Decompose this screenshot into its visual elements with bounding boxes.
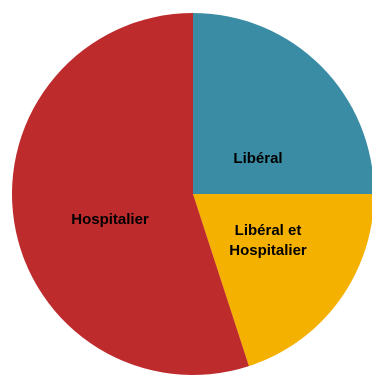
pie-slice-label-1: Libéral [233,150,282,167]
pie-slice-1 [193,13,372,194]
pie-slice-label-3: Hospitalier [71,211,149,228]
pie-slices [11,12,372,375]
pie-slice-label-line: Hospitalier [229,242,307,259]
pie-labels: Libéral Libéral et Hospitalier Hospitalier [71,150,307,259]
pie-slice-label-line: Libéral [233,150,282,167]
pie-slice-label-2: Libéral et Hospitalier [229,222,307,259]
pie-slice-label-line: Hospitalier [71,211,149,228]
pie-slice-3 [11,12,249,375]
pie-slice-2 [193,194,372,367]
pie-slice-label-line: Libéral et [235,222,302,239]
